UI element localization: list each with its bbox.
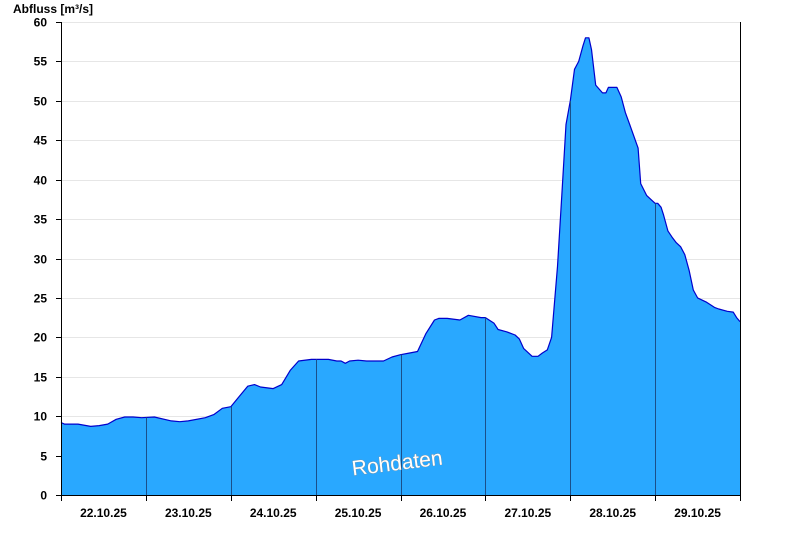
y-tick-label-20: 20 [34, 331, 48, 345]
y-tick-labels: 0 5 10 15 20 25 30 35 40 45 50 55 60 [34, 16, 48, 503]
series-area-fill-0 [61, 37, 740, 496]
y-tick-label-45: 45 [34, 134, 48, 148]
grid-lines [61, 22, 740, 457]
x-tick-label-7: 29.10.25 [674, 506, 721, 520]
y-tick-label-60: 60 [34, 16, 48, 30]
y-tick-label-15: 15 [34, 371, 48, 385]
day-separators [146, 100, 656, 495]
y-tick-label-25: 25 [34, 292, 48, 306]
series-area [60, 37, 741, 496]
x-tick-label-0: 22.10.25 [80, 506, 127, 520]
y-tick-label-30: 30 [34, 253, 48, 267]
series-line-0 [60, 37, 741, 427]
y-tick-label-40: 40 [34, 174, 48, 188]
x-tick-label-1: 23.10.25 [165, 506, 212, 520]
y-tick-label-55: 55 [34, 55, 48, 69]
x-tick-label-3: 25.10.25 [335, 506, 382, 520]
y-tick-label-5: 5 [40, 450, 47, 464]
y-axis-label: Abfluss [m³/s] [13, 2, 93, 16]
y-tick-label-10: 10 [34, 410, 48, 424]
y-tick-label-0: 0 [40, 489, 47, 503]
axes [56, 22, 741, 501]
x-tick-label-5: 27.10.25 [504, 506, 551, 520]
x-tick-label-6: 28.10.25 [589, 506, 636, 520]
y-tick-label-50: 50 [34, 95, 48, 109]
x-tick-labels: 22.10.25 23.10.25 24.10.25 25.10.25 26.10.25… [80, 506, 721, 520]
x-tick-label-4: 26.10.25 [420, 506, 467, 520]
y-tick-label-35: 35 [34, 213, 48, 227]
x-tick-label-2: 24.10.25 [250, 506, 297, 520]
